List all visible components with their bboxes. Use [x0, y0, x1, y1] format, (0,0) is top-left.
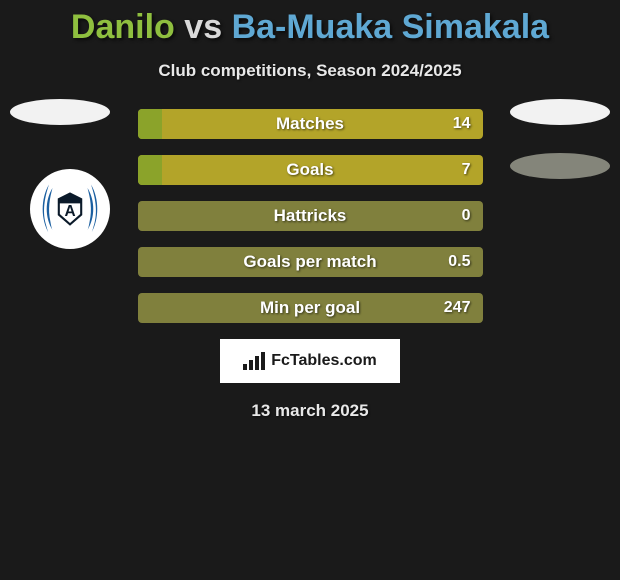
left-oval-badge: [10, 99, 110, 125]
stat-value: 0: [462, 207, 471, 225]
stat-label: Goals per match: [243, 252, 376, 272]
brand-text: FcTables.com: [271, 352, 377, 370]
club-letter: A: [64, 203, 75, 220]
right-oval-badge-bottom: [510, 153, 610, 179]
stat-label: Matches: [276, 114, 344, 134]
comparison-body: A Matches 14 Goals 7 Hattricks 0 Goals per mat…: [0, 109, 620, 421]
brand-watermark: FcTables.com: [220, 339, 400, 383]
stat-value: 14: [453, 115, 471, 133]
player-left-name: Danilo: [71, 8, 175, 46]
stat-bar: Goals 7: [138, 155, 483, 185]
stat-label: Goals: [286, 160, 333, 180]
comparison-title: Danilo vs Ba-Muaka Simakala: [0, 0, 620, 47]
stat-value: 7: [462, 161, 471, 179]
competition-subtitle: Club competitions, Season 2024/2025: [0, 61, 620, 81]
club-crest-icon: A: [35, 174, 105, 244]
stat-label: Min per goal: [260, 298, 360, 318]
stat-bar-left-fill: [138, 109, 162, 139]
versus-word: vs: [184, 8, 222, 46]
stat-value: 0.5: [448, 253, 470, 271]
stat-bar-left-fill: [138, 155, 162, 185]
stat-bars-container: Matches 14 Goals 7 Hattricks 0 Goals per match…: [138, 109, 483, 323]
club-crest-badge: A: [30, 169, 110, 249]
stat-bar: Goals per match 0.5: [138, 247, 483, 277]
snapshot-date: 13 march 2025: [0, 401, 620, 421]
brand-bars-icon: [243, 352, 265, 370]
stat-value: 247: [444, 299, 471, 317]
stat-label: Hattricks: [274, 206, 347, 226]
right-oval-badge-top: [510, 99, 610, 125]
stat-bar: Matches 14: [138, 109, 483, 139]
stat-bar: Min per goal 247: [138, 293, 483, 323]
stat-bar: Hattricks 0: [138, 201, 483, 231]
player-right-name: Ba-Muaka Simakala: [232, 8, 550, 46]
